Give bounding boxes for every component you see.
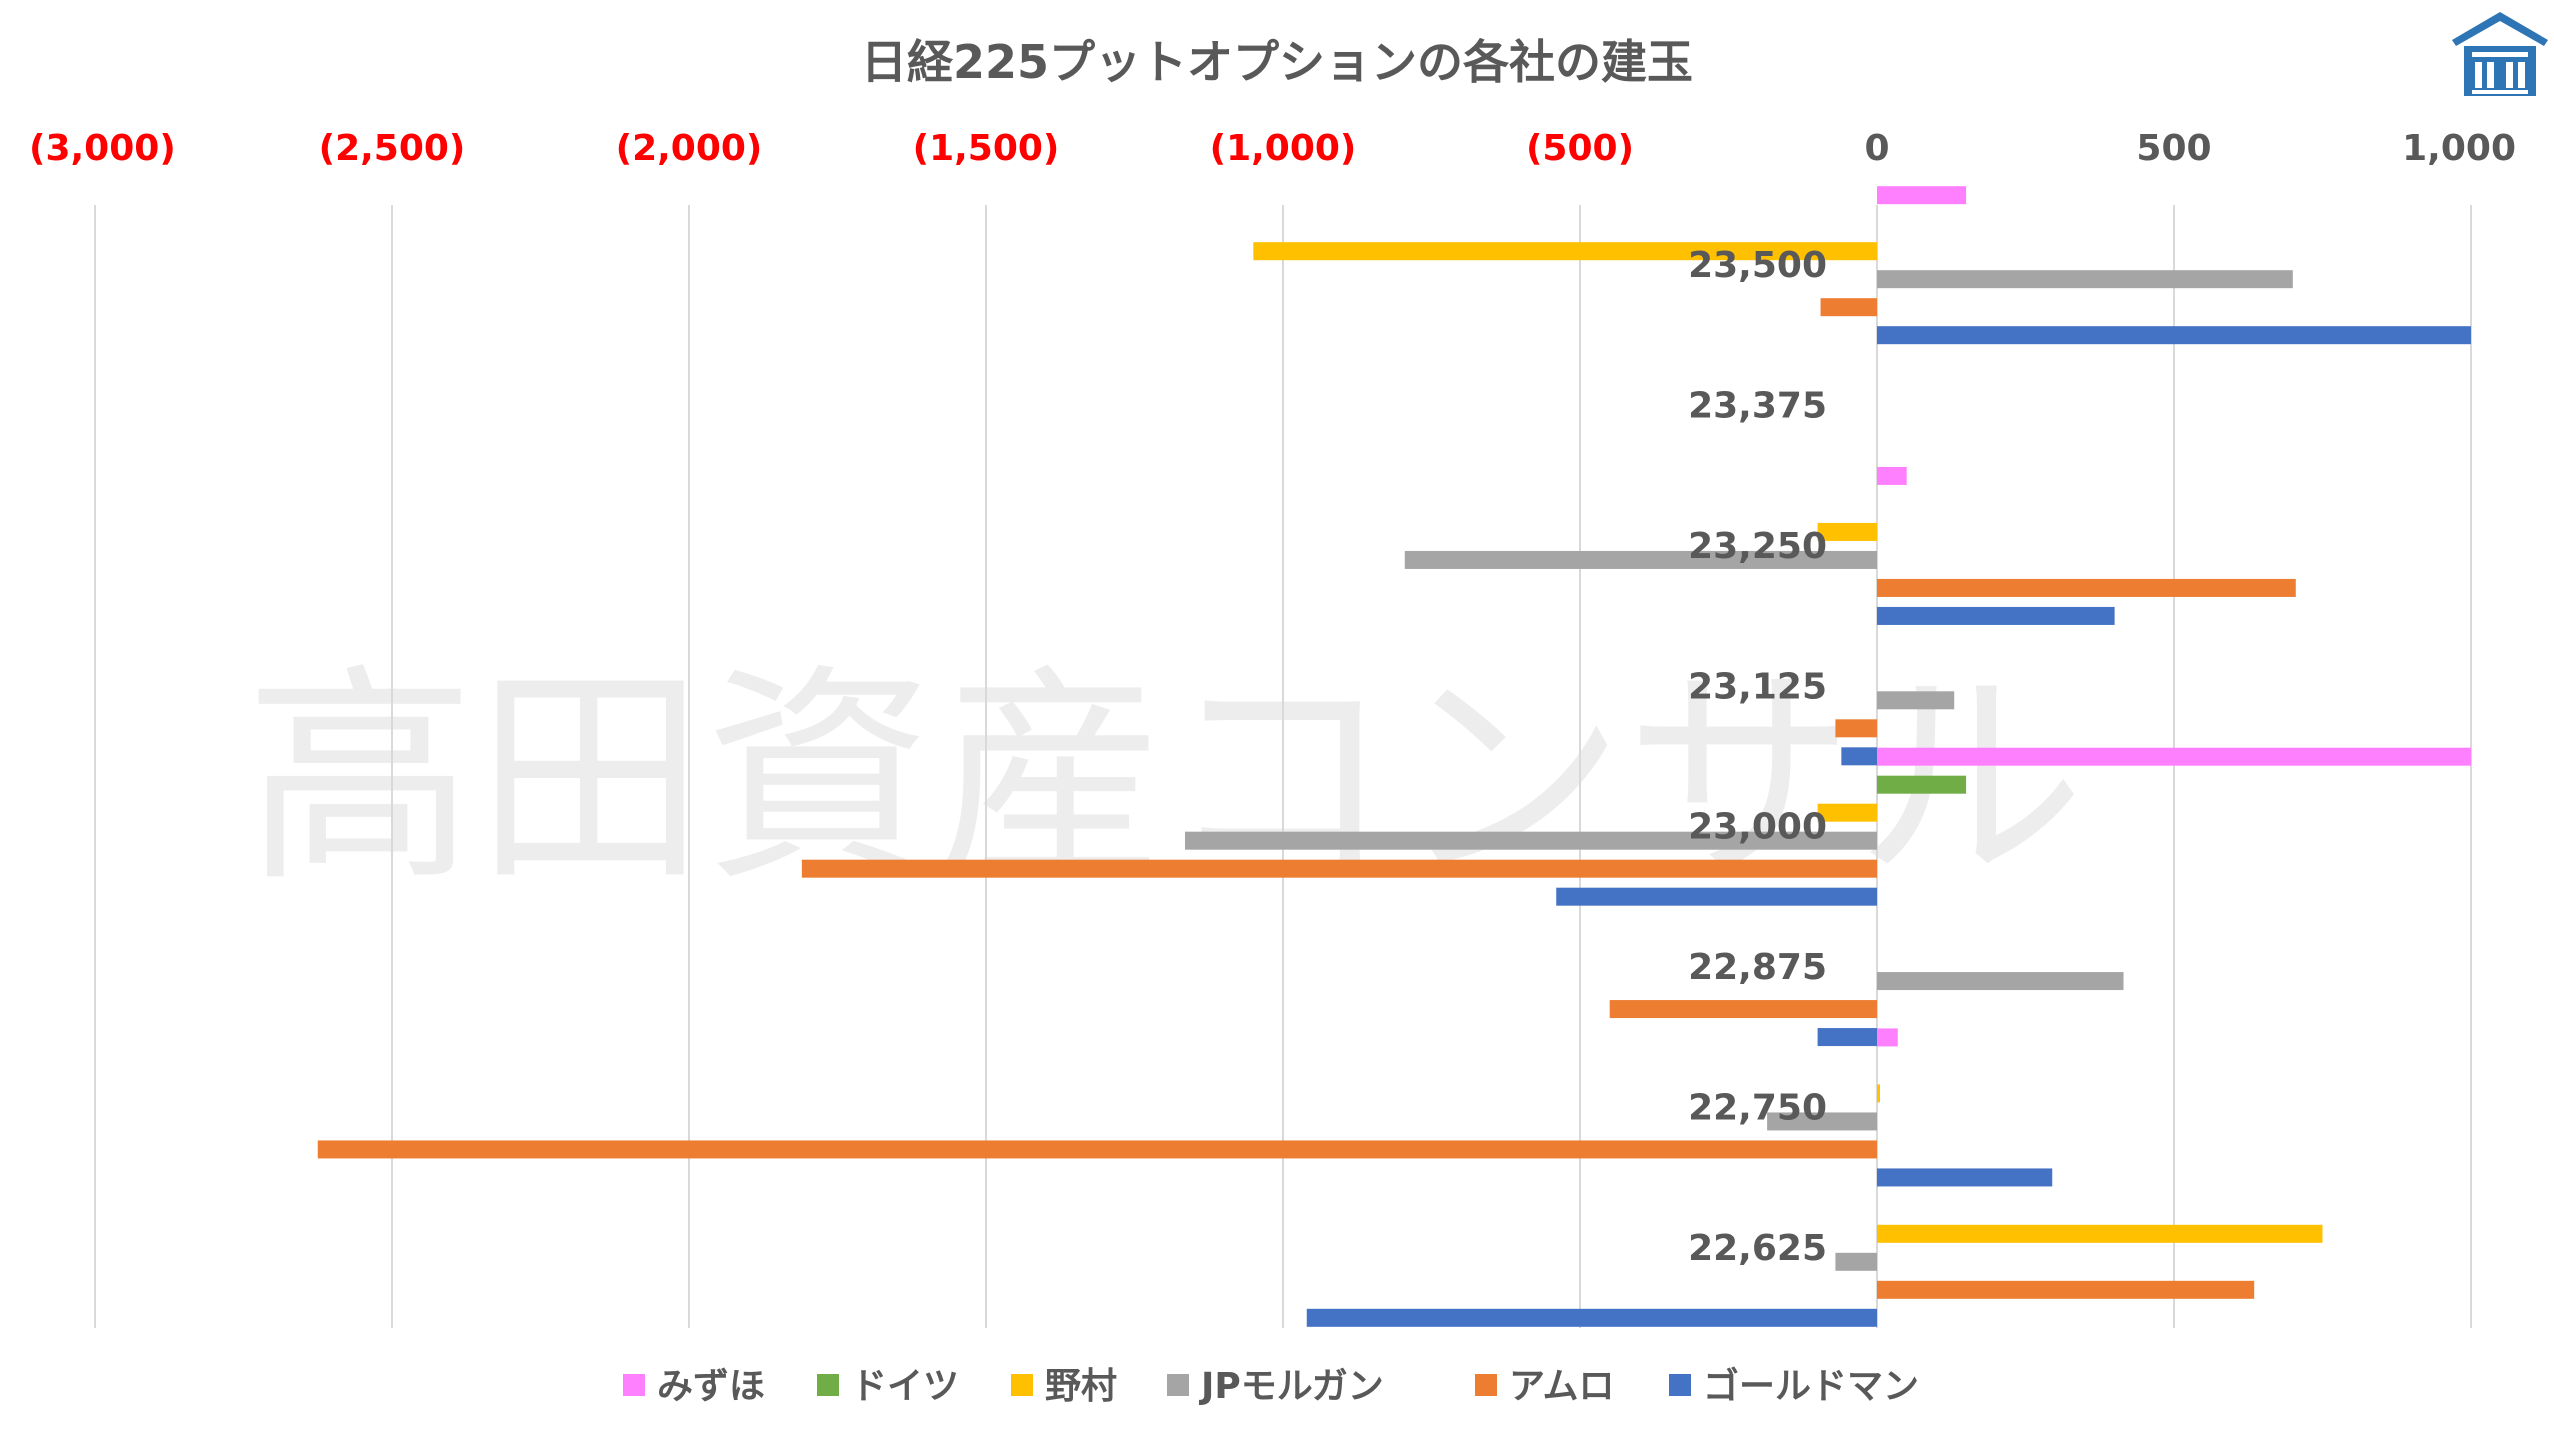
bar <box>1841 747 1877 766</box>
bar <box>801 859 1877 878</box>
category-label: 22,875 <box>1688 947 1827 988</box>
category-label: 23,375 <box>1688 386 1827 427</box>
bar <box>1306 1308 1877 1327</box>
x-axis-ticks: (3,000) (2,500) (2,000) (1,500) (1,000) (500)… <box>29 128 2516 169</box>
bar <box>1877 691 1955 710</box>
x-tick-label: (2,500) <box>319 128 466 169</box>
bar <box>1817 803 1877 822</box>
legend-swatch <box>1167 1374 1189 1396</box>
bar <box>1877 747 2471 766</box>
category-label: 23,500 <box>1688 245 1827 286</box>
bar <box>1817 522 1877 541</box>
bar <box>1877 186 1967 205</box>
bar <box>1877 606 2115 625</box>
category-label: 23,000 <box>1688 807 1827 848</box>
category-label: 23,250 <box>1688 526 1827 567</box>
bars <box>317 186 2471 1327</box>
x-tick-label: 0 <box>1864 128 1889 169</box>
x-tick-label: (500) <box>1526 128 1634 169</box>
bar <box>1817 1028 1877 1047</box>
legend-swatch <box>1475 1374 1497 1396</box>
bar <box>1877 466 1907 485</box>
bar <box>317 1140 1877 1159</box>
bar <box>1877 1084 1880 1103</box>
bar <box>1877 578 2296 597</box>
legend-label: みずほ <box>657 1366 765 1407</box>
chart-title: 日経225プットオプションの各社の建玉 <box>861 35 1693 89</box>
bar <box>1877 1168 2053 1187</box>
legend-swatch <box>1669 1374 1691 1396</box>
bar <box>1877 326 2471 345</box>
x-tick-label: 1,000 <box>2402 128 2516 169</box>
legend-swatch <box>1011 1374 1033 1396</box>
x-tick-label: (1,500) <box>913 128 1060 169</box>
category-label: 22,625 <box>1688 1228 1827 1269</box>
bar <box>1184 831 1877 850</box>
bar <box>1820 298 1877 317</box>
legend-label: ゴールドマン <box>1703 1365 1919 1407</box>
bar <box>1877 972 2124 991</box>
legend-label: アムロ <box>1509 1366 1614 1407</box>
x-tick-label: (3,000) <box>29 128 176 169</box>
bar <box>1404 550 1877 569</box>
category-label: 23,125 <box>1688 666 1827 707</box>
x-tick-label: (1,000) <box>1210 128 1357 169</box>
bar <box>1877 1224 2323 1243</box>
bar <box>1835 719 1877 738</box>
legend-swatch <box>623 1374 645 1396</box>
legend-label: 野村 <box>1045 1366 1117 1407</box>
category-label: 22,750 <box>1688 1087 1827 1128</box>
legend: みずほ ドイツ 野村 JPモルガン アムロ ゴールドマン <box>623 1365 1919 1407</box>
legend-swatch <box>817 1374 839 1396</box>
bar <box>1253 242 1877 261</box>
bar <box>1877 270 2293 289</box>
bar <box>1877 1028 1898 1047</box>
building-logo-icon <box>2452 12 2548 96</box>
category-labels: 23,500 23,375 23,250 23,125 23,000 22,875 22,7… <box>1688 245 1827 1269</box>
bar <box>1877 1280 2255 1299</box>
bar <box>1767 1112 1877 1131</box>
legend-label: ドイツ <box>851 1366 959 1407</box>
x-tick-label: (2,000) <box>616 128 763 169</box>
bar <box>1877 775 1967 794</box>
legend-label: JPモルガン <box>1198 1366 1384 1407</box>
x-tick-label: 500 <box>2136 128 2211 169</box>
bar <box>1609 1000 1877 1019</box>
bar <box>1556 887 1877 906</box>
bar <box>1835 1252 1877 1271</box>
